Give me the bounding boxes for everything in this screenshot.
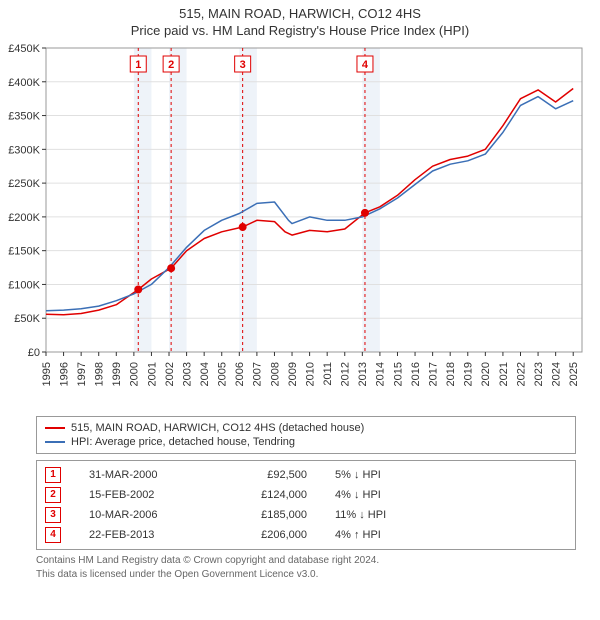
svg-text:£150K: £150K [8,246,40,258]
attribution-footer: Contains HM Land Registry data © Crown c… [36,554,576,588]
svg-text:2: 2 [168,59,174,71]
svg-text:£450K: £450K [8,43,40,55]
svg-text:2019: 2019 [463,362,475,386]
svg-text:2011: 2011 [322,362,334,386]
sale-price: £124,000 [227,489,307,501]
svg-text:1996: 1996 [58,362,70,386]
title-sub: Price paid vs. HM Land Registry's House … [0,23,600,38]
sale-hpi: 4% ↓ HPI [335,489,425,501]
svg-text:2006: 2006 [234,362,246,386]
svg-text:£300K: £300K [8,144,40,156]
sales-row: 4 22-FEB-2013 £206,000 4% ↑ HPI [45,525,567,545]
svg-text:2004: 2004 [199,362,211,386]
svg-text:£250K: £250K [8,178,40,190]
svg-text:£350K: £350K [8,111,40,123]
svg-text:2008: 2008 [269,362,281,386]
svg-text:2025: 2025 [568,362,580,386]
sale-price: £206,000 [227,529,307,541]
svg-text:£100K: £100K [8,279,40,291]
svg-text:2003: 2003 [181,362,193,386]
sales-row: 3 10-MAR-2006 £185,000 11% ↓ HPI [45,505,567,525]
sale-hpi: 5% ↓ HPI [335,469,425,481]
sale-price: £92,500 [227,469,307,481]
legend-swatch [45,427,65,429]
svg-text:2017: 2017 [427,362,439,386]
svg-text:1999: 1999 [111,362,123,386]
svg-text:2018: 2018 [445,362,457,386]
svg-text:2024: 2024 [550,362,562,386]
sale-date: 15-FEB-2002 [89,489,199,501]
sale-date: 10-MAR-2006 [89,509,199,521]
svg-text:2014: 2014 [375,362,387,386]
svg-text:2010: 2010 [304,362,316,386]
svg-text:1997: 1997 [76,362,88,386]
sale-price: £185,000 [227,509,307,521]
sale-badge: 1 [45,467,61,483]
svg-text:2009: 2009 [287,362,299,386]
sale-badge: 3 [45,507,61,523]
legend-row: 515, MAIN ROAD, HARWICH, CO12 4HS (detac… [45,421,567,435]
svg-text:£200K: £200K [8,212,40,224]
svg-text:3: 3 [240,59,246,71]
sale-hpi: 4% ↑ HPI [335,529,425,541]
footer-line-2: This data is licensed under the Open Gov… [36,568,576,582]
legend-box: 515, MAIN ROAD, HARWICH, CO12 4HS (detac… [36,416,576,454]
svg-text:2001: 2001 [146,362,158,386]
footer-line-1: Contains HM Land Registry data © Crown c… [36,554,576,568]
sale-badge: 2 [45,487,61,503]
svg-text:2021: 2021 [498,362,510,386]
svg-text:2002: 2002 [164,362,176,386]
sale-hpi: 11% ↓ HPI [335,509,425,521]
legend-label: 515, MAIN ROAD, HARWICH, CO12 4HS (detac… [71,422,364,434]
svg-text:2005: 2005 [217,362,229,386]
svg-text:2015: 2015 [392,362,404,386]
svg-text:2023: 2023 [533,362,545,386]
sales-row: 1 31-MAR-2000 £92,500 5% ↓ HPI [45,465,567,485]
svg-text:2020: 2020 [480,362,492,386]
svg-text:2007: 2007 [252,362,264,386]
chart-titles: 515, MAIN ROAD, HARWICH, CO12 4HS Price … [0,0,600,38]
sale-date: 31-MAR-2000 [89,469,199,481]
svg-text:£50K: £50K [14,313,40,325]
svg-text:2016: 2016 [410,362,422,386]
legend-row: HPI: Average price, detached house, Tend… [45,435,567,449]
svg-text:2022: 2022 [515,362,527,386]
chart-area: £0 £50K £100K £150K £200K £250K £300K £350K £400… [0,38,600,408]
svg-text:1: 1 [135,59,141,71]
sale-date: 22-FEB-2013 [89,529,199,541]
svg-text:2013: 2013 [357,362,369,386]
legend-label: HPI: Average price, detached house, Tend… [71,436,295,448]
svg-text:1998: 1998 [94,362,106,386]
sales-table: 1 31-MAR-2000 £92,500 5% ↓ HPI 2 15-FEB-2002 £… [36,460,576,550]
svg-text:4: 4 [362,59,369,71]
svg-text:1995: 1995 [41,362,53,386]
svg-text:2012: 2012 [340,362,352,386]
svg-text:£0: £0 [28,347,40,359]
sales-row: 2 15-FEB-2002 £124,000 4% ↓ HPI [45,485,567,505]
legend-swatch [45,441,65,443]
price-chart-svg: £0 £50K £100K £150K £200K £250K £300K £350K £400… [0,38,600,408]
title-address: 515, MAIN ROAD, HARWICH, CO12 4HS [0,6,600,21]
sale-badge: 4 [45,527,61,543]
svg-text:2000: 2000 [129,362,141,386]
svg-text:£400K: £400K [8,77,40,89]
